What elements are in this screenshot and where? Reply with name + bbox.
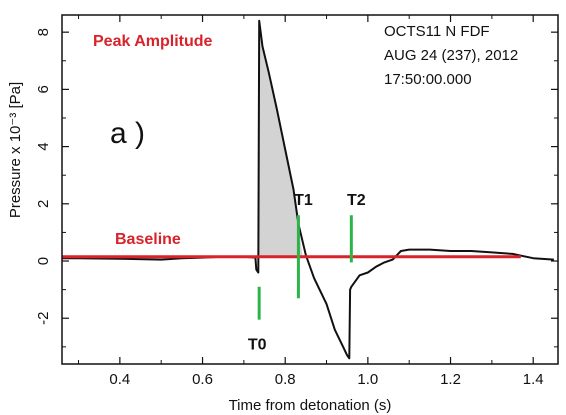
x-tick-label: 1.0 — [357, 371, 378, 388]
marker-t1-label: T1 — [294, 192, 313, 209]
marker-t2-label: T2 — [347, 192, 366, 209]
station-label: OCTS11 N FDF — [384, 23, 490, 40]
series-line-0 — [62, 19, 554, 360]
y-tick-label: -2 — [35, 312, 52, 325]
peak-amplitude-label: Peak Amplitude — [93, 33, 213, 50]
y-tick-label: 0 — [35, 257, 52, 265]
plot-frame — [61, 14, 559, 365]
date-label: AUG 24 (237), 2012 — [384, 47, 518, 64]
y-tick-label: 2 — [35, 200, 52, 208]
panel-label: a ) — [110, 117, 145, 150]
overlay-layer: T0 T1 T2 — [62, 192, 521, 354]
x-tick-label: 0.6 — [192, 371, 213, 388]
tick-layer: 0.4 0.6 0.8 1.0 1.2 1.4 -2 0 2 4 6 8 — [35, 15, 558, 388]
x-tick-label: 1.2 — [440, 371, 461, 388]
x-tick-label: 0.8 — [275, 371, 296, 388]
marker-t0-label: T0 — [248, 337, 267, 354]
time-label: 17:50:00.000 — [384, 71, 472, 88]
y-tick-label: 6 — [35, 85, 52, 93]
baseline-label: Baseline — [115, 231, 181, 248]
x-axis-title: Time from detonation (s) — [229, 397, 392, 414]
y-axis-title: Pressure x 10⁻³ [Pa] — [7, 82, 24, 218]
x-tick-label: 1.4 — [523, 371, 544, 388]
y-tick-label: 4 — [35, 142, 52, 150]
series-layer — [62, 19, 554, 360]
y-tick-label: 8 — [35, 28, 52, 36]
x-tick-label: 0.4 — [109, 371, 130, 388]
